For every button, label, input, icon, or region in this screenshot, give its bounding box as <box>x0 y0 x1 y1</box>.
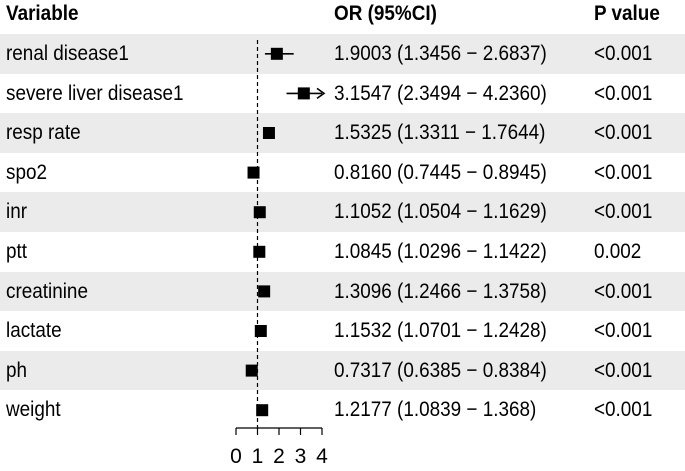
or-ci-text: 1.0845 (1.0296 − 1.1422) <box>334 240 547 263</box>
or-ci-text: 0.7317 (0.6385 − 0.8384) <box>334 358 547 382</box>
variable-label: inr <box>6 200 28 224</box>
row-band <box>0 73 685 114</box>
table-row: lactate 1.1532 (1.0701 − 1.2428) <0.001 <box>0 311 685 351</box>
p-value-text: <0.001 <box>594 279 653 303</box>
row-band <box>0 34 685 74</box>
row-band <box>0 192 685 232</box>
header-or-ci: OR (95%CI) <box>334 2 437 25</box>
p-value-text: <0.001 <box>594 398 653 422</box>
table-row: ptt 1.0845 (1.0296 − 1.1422) 0.002 <box>0 232 685 272</box>
ci-arrow-head <box>316 87 326 100</box>
or-point-marker <box>254 325 267 337</box>
or-ci-text: 1.9003 (1.3456 − 2.6837) <box>334 42 547 65</box>
x-tick-label: 0 <box>230 445 242 468</box>
table-row: inr 1.1052 (1.0504 − 1.1629) <0.001 <box>0 192 685 232</box>
table-row: ph 0.7317 (0.6385 − 0.8384) <0.001 <box>0 350 685 391</box>
variable-label: ph <box>6 358 28 382</box>
table-row: severe liver disease1 3.1547 (2.3494 − 4.… <box>0 73 685 114</box>
p-value-text: <0.001 <box>594 121 653 145</box>
or-point-marker <box>253 245 266 258</box>
row-band <box>0 271 685 312</box>
p-value-text: 0.002 <box>594 240 642 263</box>
or-ci-text: 1.2177 (1.0839 − 1.368) <box>334 398 537 422</box>
variable-label: lactate <box>6 319 62 343</box>
row-band <box>0 311 685 351</box>
row-band <box>0 232 685 272</box>
or-point-marker <box>256 404 269 417</box>
or-ci-text: 1.1052 (1.0504 − 1.1629) <box>334 200 547 224</box>
row-band <box>0 350 685 391</box>
or-ci-text: 1.1532 (1.0701 − 1.2428) <box>334 319 547 343</box>
table-row: renal disease1 1.9003 (1.3456 − 2.6837) <0… <box>0 34 685 74</box>
or-ci-text: 0.8160 (0.7445 − 0.8945) <box>334 160 547 184</box>
or-point-marker <box>270 47 283 60</box>
table-row: creatinine 1.3096 (1.2466 − 1.3758) <0.001 <box>0 271 685 312</box>
x-tick-label: 4 <box>316 445 328 468</box>
header-variable: Variable <box>6 2 79 25</box>
or-point-marker <box>258 285 271 298</box>
variable-label: renal disease1 <box>6 42 129 65</box>
row-band <box>0 113 685 153</box>
variable-label: creatinine <box>6 279 88 303</box>
p-value-text: <0.001 <box>594 160 653 184</box>
or-point-marker <box>262 127 275 139</box>
p-value-text: <0.001 <box>594 81 653 105</box>
table-row: weight 1.2177 (1.0839 − 1.368) <0.001 <box>0 390 685 430</box>
variable-label: resp rate <box>6 121 81 145</box>
p-value-text: <0.001 <box>594 42 653 65</box>
p-value-text: <0.001 <box>594 200 653 224</box>
row-band <box>0 152 685 193</box>
row-band <box>0 390 685 430</box>
header-p-value: P value <box>594 2 660 25</box>
p-value-text: <0.001 <box>594 319 653 343</box>
or-point-marker <box>253 206 266 219</box>
or-ci-text: 1.5325 (1.3311 − 1.7644) <box>334 121 546 145</box>
or-point-marker <box>297 87 310 100</box>
x-tick-label: 2 <box>273 445 285 468</box>
or-point-marker <box>247 166 260 179</box>
x-tick-label: 1 <box>252 445 264 468</box>
or-ci-text: 3.1547 (2.3494 − 4.2360) <box>334 81 547 105</box>
or-point-marker <box>245 364 258 377</box>
p-value-text: <0.001 <box>594 358 653 382</box>
variable-label: weight <box>6 398 61 422</box>
table-row: spo2 0.8160 (0.7445 − 0.8945) <0.001 <box>0 152 685 193</box>
variable-label: spo2 <box>6 160 47 184</box>
variable-label: severe liver disease1 <box>6 81 184 105</box>
table-row: resp rate 1.5325 (1.3311 − 1.7644) <0.001 <box>0 113 685 153</box>
x-tick-label: 3 <box>295 445 307 468</box>
or-ci-text: 1.3096 (1.2466 − 1.3758) <box>334 279 547 303</box>
variable-label: ptt <box>6 240 28 263</box>
